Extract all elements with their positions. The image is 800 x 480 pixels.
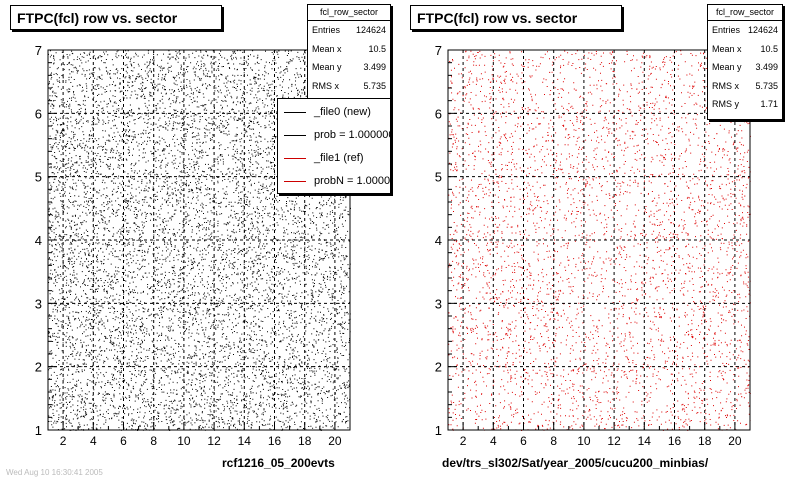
x-tick-label: 2 [60, 434, 67, 448]
stats-label: Mean y [712, 62, 742, 72]
x-tick-label: 14 [238, 434, 252, 448]
legend-swatch [284, 112, 306, 113]
x-tick-label: 4 [90, 434, 97, 448]
legend-label: probN = 1.000000 [314, 175, 391, 187]
stats-row: Entries 124624 [708, 21, 782, 40]
right-plot-title: FTPC(fcl) row vs. sector [410, 5, 622, 30]
legend-label: _file0 (new) [314, 106, 371, 118]
legend-entry: _file0 (new) [278, 101, 390, 124]
scatter-dots [448, 50, 751, 431]
right-stats-title: fcl_row_sector [708, 5, 782, 21]
x-tick-label: 4 [490, 434, 497, 448]
y-tick-label: 7 [35, 43, 42, 58]
stats-row: RMS x 5.735 [308, 77, 390, 96]
x-tick-label: 10 [177, 434, 191, 448]
x-tick-label: 20 [328, 434, 342, 448]
legend-label: _file1 (ref) [314, 152, 364, 164]
stats-label: Entries [712, 25, 741, 35]
x-tick-label: 8 [550, 434, 557, 448]
y-tick-label: 4 [35, 233, 42, 248]
right-stats-box: fcl_row_sector Entries 124624 Mean x 10.5 Me… [707, 4, 783, 120]
legend-label: prob = 1.000000 [314, 129, 391, 141]
scatter-dots [48, 50, 351, 431]
stats-row: Mean x 10.5 [708, 40, 782, 59]
stats-label: RMS x [712, 80, 739, 91]
x-tick-label: 16 [668, 434, 682, 448]
x-tick-label: 8 [150, 434, 157, 448]
y-tick-label: 1 [435, 423, 442, 438]
y-tick-label: 3 [35, 296, 42, 311]
x-tick-label: 18 [698, 434, 712, 448]
stats-row: RMS x 5.735 [708, 77, 782, 96]
x-tick-label: 20 [728, 434, 742, 448]
y-tick-label: 6 [35, 106, 42, 121]
legend-swatch [284, 181, 306, 182]
legend-swatch [284, 158, 306, 159]
x-tick-label: 2 [460, 434, 467, 448]
left-stats-rows: Entries 124624 Mean x 10.5 Mean y 3.499 RMS x 5… [308, 21, 390, 95]
stats-row: Mean x 10.5 [308, 40, 390, 59]
x-tick-label: 16 [268, 434, 282, 448]
stats-value: 3.499 [755, 62, 778, 72]
legend-entry: _file1 (ref) [278, 147, 390, 170]
stats-row: Mean y 3.499 [308, 58, 390, 77]
left-stats-title: fcl_row_sector [308, 5, 390, 21]
x-tick-label: 6 [520, 434, 527, 448]
x-tick-label: 18 [298, 434, 312, 448]
y-tick-label: 7 [435, 43, 442, 58]
stats-row: Mean y 3.499 [708, 58, 782, 77]
legend-entry: probN = 1.000000 [278, 170, 390, 193]
stats-label: RMS y [712, 99, 739, 109]
legend-rows: _file0 (new) prob = 1.000000 _file1 (ref) p… [278, 99, 390, 193]
y-tick-label: 4 [435, 233, 442, 248]
stats-label: Mean x [312, 43, 342, 54]
stats-row: Entries 124624 [308, 21, 390, 40]
x-tick-label: 6 [120, 434, 127, 448]
stats-value: 10.5 [368, 43, 386, 54]
y-tick-label: 6 [435, 106, 442, 121]
y-tick-label: 1 [35, 423, 42, 438]
stats-value: 5.735 [363, 80, 386, 91]
stats-value: 1.71 [760, 99, 778, 109]
right-footer-label: dev/trs_sl302/Sat/year_2005/cucu200_minb… [442, 456, 709, 470]
stats-label: Mean x [712, 43, 742, 54]
left-plot-title: FTPC(fcl) row vs. sector [10, 5, 222, 30]
x-tick-label: 12 [607, 434, 621, 448]
stats-label: Mean y [312, 62, 342, 72]
timestamp-text: Wed Aug 10 16:30:41 2005 [6, 468, 103, 477]
y-tick-label: 5 [435, 170, 442, 185]
stats-row: RMS y 1.71 [708, 95, 782, 114]
y-tick-label: 2 [435, 360, 442, 375]
stats-value: 124624 [355, 25, 386, 35]
x-tick-label: 12 [207, 434, 221, 448]
left-stats-box: fcl_row_sector Entries 124624 Mean x 10.5 Me… [307, 4, 391, 102]
stats-label: Entries [312, 25, 341, 35]
scatter-points-1 [448, 50, 751, 431]
stats-value: 124624 [747, 25, 778, 35]
right-stats-rows: Entries 124624 Mean x 10.5 Mean y 3.499 RMS x 5… [708, 21, 782, 114]
y-tick-label: 5 [35, 170, 42, 185]
x-tick-label: 14 [638, 434, 652, 448]
scatter-points-0 [48, 50, 351, 431]
stats-value: 10.5 [760, 43, 778, 54]
y-tick-label: 3 [435, 296, 442, 311]
left-footer-label: rcf1216_05_200evts [222, 456, 335, 470]
x-tick-label: 10 [577, 434, 591, 448]
stats-value: 5.735 [755, 80, 778, 91]
legend-entry: prob = 1.000000 [278, 124, 390, 147]
stats-value: 3.499 [363, 62, 386, 72]
legend-swatch [284, 135, 306, 136]
legend: _file0 (new) prob = 1.000000 _file1 (ref) p… [277, 98, 391, 194]
y-tick-label: 2 [35, 360, 42, 375]
stats-label: RMS x [312, 80, 339, 91]
